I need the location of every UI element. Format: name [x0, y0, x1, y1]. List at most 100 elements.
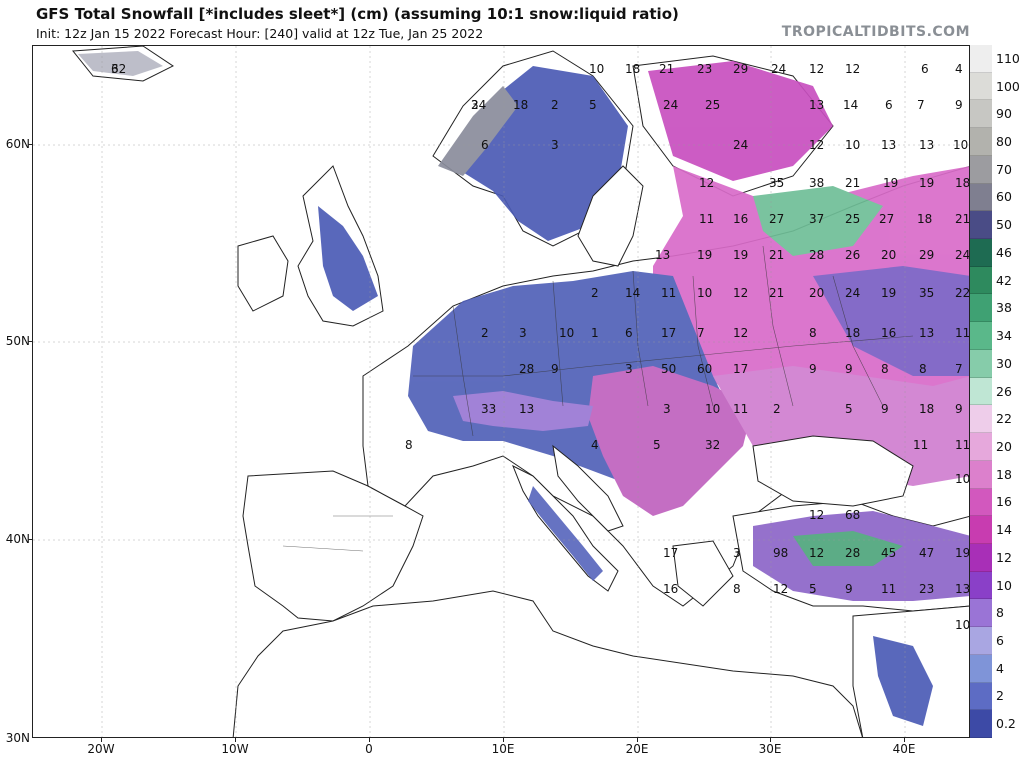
- snowfall-value-label: 45: [881, 546, 897, 560]
- snowfall-value-label: 16: [733, 212, 749, 226]
- snowfall-value-label: 50: [661, 362, 677, 376]
- snowfall-value-label: 6: [481, 138, 489, 152]
- snowfall-value-label: 13: [881, 138, 897, 152]
- colorbar-segment: [970, 266, 992, 295]
- snowfall-value-label: 25: [845, 212, 861, 226]
- snowfall-value-label: 11: [661, 286, 677, 300]
- colorbar-segment: [970, 543, 992, 572]
- snowfall-value-label: 12: [809, 508, 825, 522]
- lon-label-40e: 40E: [892, 742, 916, 756]
- colorbar-segment: [970, 183, 992, 212]
- colorbar-segment: [970, 682, 992, 711]
- snowfall-value-label: 9: [955, 402, 963, 416]
- snowfall-value-label: 21: [659, 62, 675, 76]
- snowfall-value-label: 12: [699, 176, 715, 190]
- colorbar-label: 4: [996, 660, 1004, 676]
- lon-tick: [503, 737, 504, 742]
- black-sea: [752, 435, 914, 507]
- snowfall-value-label: 5: [653, 438, 661, 452]
- snowfall-value-label: 17: [733, 362, 749, 376]
- colorbar-segment: [970, 100, 992, 129]
- snow-italy-apennines: [528, 486, 603, 581]
- colorbar-segment: [970, 627, 992, 655]
- colorbar-label: 0.2: [996, 716, 1016, 732]
- snowfall-value-label: 21: [769, 248, 785, 262]
- snowfall-value-label: 5: [809, 582, 817, 596]
- snowfall-value-label: 10: [845, 138, 861, 152]
- snowfall-value-label: 24: [845, 286, 861, 300]
- snowfall-map[interactable]: 62 34 18 2 5 10 18 21 23 29 24 12 12 6 4 6 3 24 25 13 14 6 7 9 2…: [32, 45, 970, 738]
- snowfall-value-label: 3: [111, 62, 119, 76]
- lat-label-40n: 40N: [5, 532, 30, 546]
- colorbar-segment: [970, 155, 992, 184]
- snowfall-value-label: 68: [845, 508, 861, 522]
- brand-watermark: TROPICALTIDBITS.COM: [781, 24, 970, 40]
- snowfall-value-label: 37: [809, 212, 825, 226]
- colorbar-segment: [970, 239, 992, 267]
- snowfall-value-label: 11: [881, 582, 897, 596]
- colorbar-segment: [970, 488, 992, 517]
- snowfall-value-label: 35: [769, 176, 785, 190]
- snowfall-value-label: 19: [919, 176, 935, 190]
- snowfall-value-label: 2: [591, 286, 599, 300]
- colorbar-segment: [970, 377, 992, 406]
- snowfall-value-label: 11: [699, 212, 715, 226]
- colorbar-segment: [970, 654, 992, 683]
- snowfall-value-label: 35: [919, 286, 935, 300]
- snowfall-value-label: 22: [955, 286, 970, 300]
- snowfall-value-label: 1: [591, 326, 599, 340]
- snowfall-value-label: 32: [705, 438, 721, 452]
- snowfall-value-label: 18: [917, 212, 933, 226]
- colorbar-segment: [970, 45, 992, 73]
- snowfall-value-label: 62: [111, 62, 127, 76]
- snowfall-value-label: 19: [697, 248, 713, 262]
- baltic-sea: [577, 165, 644, 267]
- snow-iceland: [78, 51, 163, 76]
- colorbar-segment: [970, 460, 992, 489]
- lat-tick: [28, 341, 33, 342]
- colorbar-label: 30: [996, 355, 1012, 371]
- snowfall-value-label: 23: [697, 62, 713, 76]
- snow-finland: [648, 61, 833, 181]
- snowfall-value-label: 25: [705, 98, 721, 112]
- snowfall-value-label: 10: [697, 286, 713, 300]
- snowfall-value-label: 18: [625, 62, 641, 76]
- colorbar-label: 10: [996, 577, 1012, 593]
- colorbar-label: 20: [996, 438, 1012, 454]
- snowfall-value-label: 34: [471, 98, 487, 112]
- graticule: [33, 46, 969, 737]
- snowfall-value-label: 28: [809, 248, 825, 262]
- colorbar-segment: [970, 710, 992, 738]
- lon-tick: [770, 737, 771, 742]
- snowfall-value-label: 21: [845, 176, 861, 190]
- snowfall-value-label: 7: [697, 326, 705, 340]
- snowfall-value-label: 6: [625, 326, 633, 340]
- lon-tick: [637, 737, 638, 742]
- snowfall-value-label: 29: [733, 62, 749, 76]
- snowfall-value-label: 8: [733, 582, 741, 596]
- snowfall-value-label: 11: [913, 438, 929, 452]
- lon-tick: [904, 737, 905, 742]
- snowfall-value-label: 6: [921, 62, 929, 76]
- lon-label-10w: 10W: [221, 742, 249, 756]
- snowfall-value-label: 24: [663, 98, 679, 112]
- snow-britain: [318, 206, 378, 311]
- snowfall-value-label: 12: [809, 62, 825, 76]
- lat-tick: [28, 539, 33, 540]
- snowfall-value-label: 21: [769, 286, 785, 300]
- snowfall-value-label: 4: [955, 62, 963, 76]
- snow-anatolia-green: [793, 531, 903, 566]
- snowfall-value-label: 19: [883, 176, 899, 190]
- lat-label-50n: 50N: [5, 334, 30, 348]
- snowfall-value-label: 18: [919, 402, 935, 416]
- snowfall-value-label: 17: [661, 326, 677, 340]
- colorbar-label: 70: [996, 161, 1012, 177]
- colorbar-label: 110: [996, 50, 1020, 66]
- snowfall-value-label: 12: [809, 546, 825, 560]
- snowfall-value-label: 10: [589, 62, 605, 76]
- snowfall-value-label: 18: [955, 176, 970, 190]
- colorbar-label: 42: [996, 272, 1012, 288]
- colorbar-segment: [970, 72, 992, 101]
- colorbar-label: 90: [996, 106, 1012, 122]
- snowfall-value-label: 16: [881, 326, 897, 340]
